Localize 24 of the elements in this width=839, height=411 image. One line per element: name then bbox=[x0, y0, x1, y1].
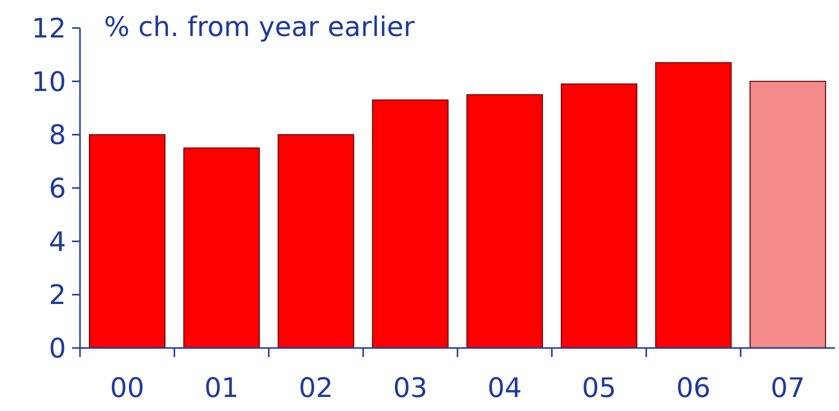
x-tick-label: 03 bbox=[393, 373, 428, 404]
bar bbox=[750, 80, 826, 348]
x-tick-label: 07 bbox=[770, 373, 805, 404]
y-tick-label: 4 bbox=[48, 226, 66, 258]
y-tick-label: 2 bbox=[48, 280, 66, 312]
bar bbox=[560, 84, 638, 348]
x-tick-label: 02 bbox=[298, 373, 334, 404]
bar bbox=[183, 148, 260, 348]
x-tick-label: 00 bbox=[110, 373, 144, 404]
y-tick-label: 6 bbox=[48, 173, 66, 204]
y-tick-label: 10 bbox=[32, 66, 66, 98]
x-tick-label: 01 bbox=[204, 373, 239, 404]
bar bbox=[278, 134, 354, 348]
x-tick-label: 06 bbox=[676, 373, 711, 404]
chart-title: % ch. from year earlier bbox=[104, 12, 416, 43]
bar bbox=[466, 94, 543, 348]
y-tick-label: 0 bbox=[48, 333, 66, 364]
x-tick-label: 05 bbox=[582, 373, 616, 404]
y-tick-label: 8 bbox=[48, 120, 66, 152]
bar bbox=[372, 100, 449, 348]
x-tick-label: 04 bbox=[488, 373, 522, 404]
bar bbox=[655, 62, 732, 348]
y-tick-label: 12 bbox=[32, 13, 66, 44]
bar bbox=[88, 134, 166, 348]
